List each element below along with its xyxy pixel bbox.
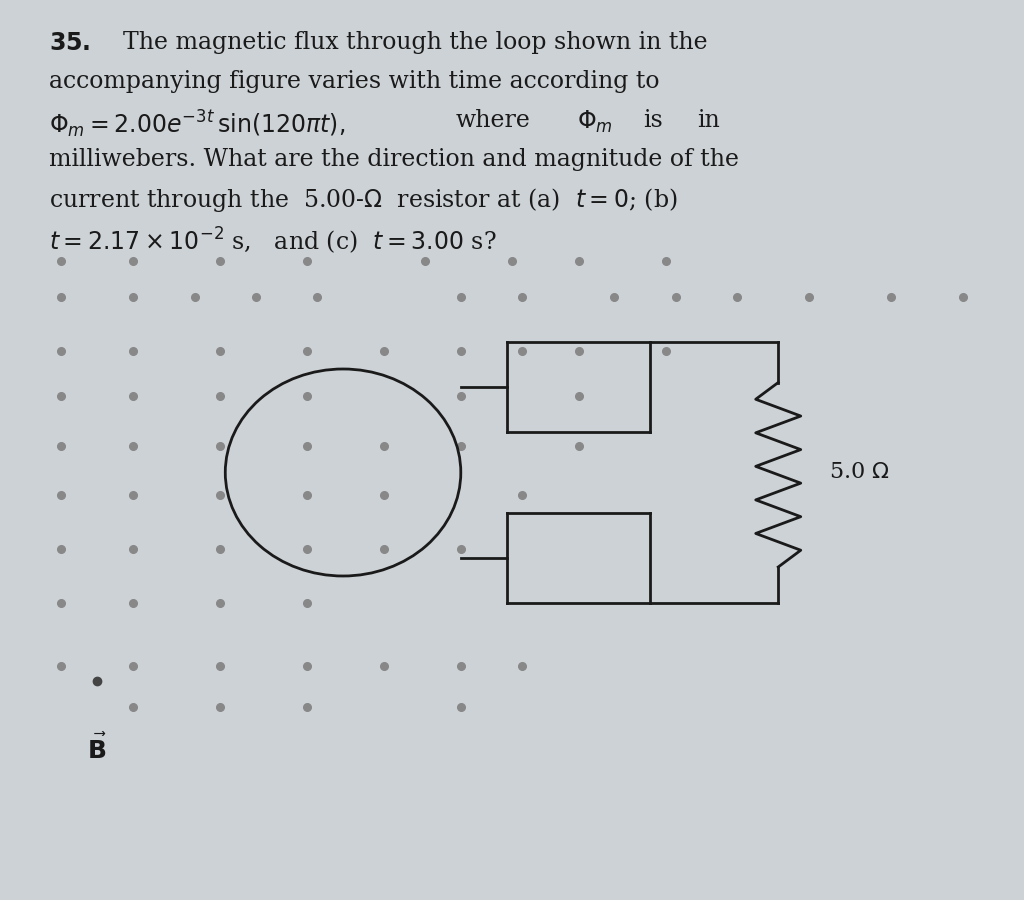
Text: accompanying figure varies with time according to: accompanying figure varies with time acc… [49, 70, 659, 94]
Text: $\vec{\mathbf{B}}$: $\vec{\mathbf{B}}$ [87, 734, 108, 763]
Text: $\mathbf{35.}$: $\mathbf{35.}$ [49, 32, 90, 56]
Text: in: in [697, 109, 720, 132]
Text: 5.0 $\Omega$: 5.0 $\Omega$ [829, 462, 890, 483]
Text: $t = 2.17 \times 10^{-2}$ s,   and (c)  $t = 3.00$ s?: $t = 2.17 \times 10^{-2}$ s, and (c) $t … [49, 225, 497, 256]
Text: where: where [456, 109, 530, 132]
Text: current through the  5.00-$\Omega$  resistor at (a)  $t = 0$; (b): current through the 5.00-$\Omega$ resist… [49, 186, 678, 214]
Text: is: is [643, 109, 663, 132]
Text: $\Phi_m = 2.00e^{-3t}\,\sin(120\pi t),$: $\Phi_m = 2.00e^{-3t}\,\sin(120\pi t),$ [49, 109, 345, 140]
Text: The magnetic flux through the loop shown in the: The magnetic flux through the loop shown… [123, 32, 708, 55]
Text: milliwebers. What are the direction and magnitude of the: milliwebers. What are the direction and … [49, 148, 739, 171]
Text: $\Phi_m$: $\Phi_m$ [577, 109, 612, 135]
